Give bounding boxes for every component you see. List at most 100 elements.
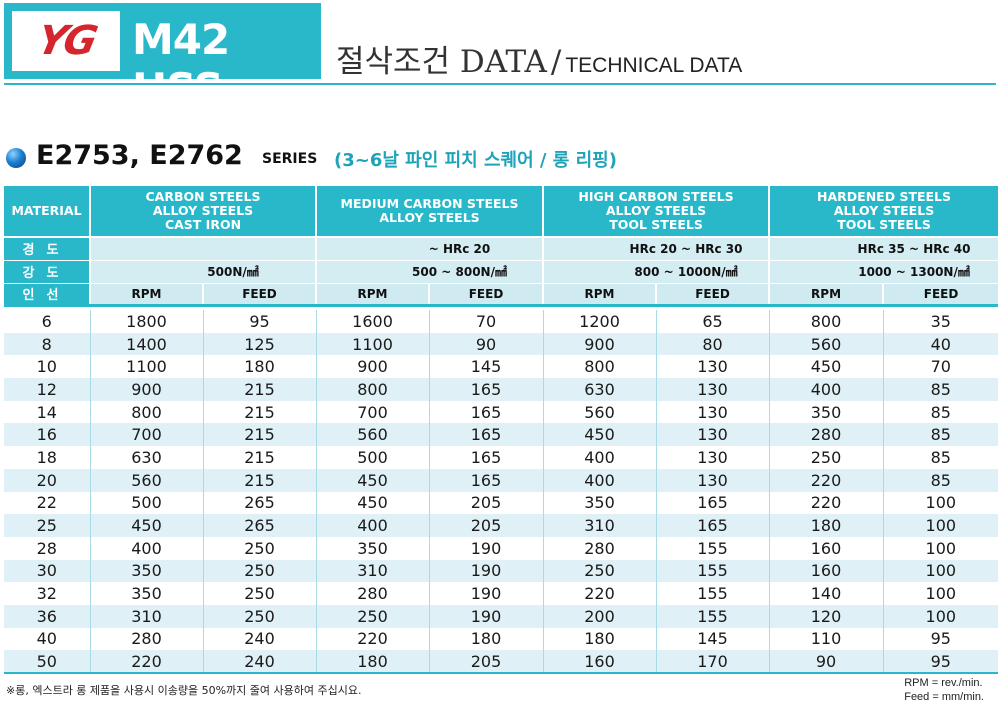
rpm-cell: 800 bbox=[316, 378, 430, 401]
group-line: CARBON STEELS bbox=[145, 189, 261, 204]
rpm-cell: 310 bbox=[90, 604, 204, 628]
feed-cell: 70 bbox=[429, 310, 544, 333]
rpm-cell: 450 bbox=[90, 514, 204, 537]
feed-cell: 100 bbox=[883, 604, 999, 628]
rpm-cell: 140 bbox=[769, 582, 884, 605]
size-cell: 20 bbox=[4, 468, 91, 492]
rpm-cell: 250 bbox=[316, 604, 430, 628]
rpm-cell: 220 bbox=[90, 650, 204, 674]
feed-cell: 130 bbox=[656, 468, 770, 492]
feed-cell: 145 bbox=[656, 627, 770, 651]
spacer-cell bbox=[4, 305, 999, 310]
group-line: ALLOY STEELS bbox=[379, 210, 480, 225]
feed-unit: Feed = mm/min. bbox=[904, 691, 984, 703]
strength-value: 1000 ~ 1300N/㎟ bbox=[769, 260, 999, 284]
table-row: 14 800 215 700 165 560 130 350 85 bbox=[4, 400, 999, 424]
table-row: 18 630 215 500 165 400 130 250 85 bbox=[4, 446, 999, 469]
table-row: 8 1400 125 1100 90 900 80 560 40 bbox=[4, 332, 999, 356]
rpm-cell: 900 bbox=[316, 355, 430, 379]
size-cell: 25 bbox=[4, 514, 91, 537]
rpm-cell: 450 bbox=[543, 423, 657, 447]
rpm-cell: 560 bbox=[769, 332, 884, 356]
group-header-carbon: CARBON STEELS ALLOY STEELS CAST IRON bbox=[90, 186, 318, 238]
footnote: ※롱, 엑스트라 롱 제품을 사용시 이송량을 50%까지 줄여 사용하여 주십… bbox=[6, 684, 362, 697]
rpm-cell: 450 bbox=[316, 491, 430, 515]
group-line: TOOL STEELS bbox=[609, 217, 703, 232]
size-cell: 6 bbox=[4, 310, 91, 333]
size-cell: 40 bbox=[4, 627, 91, 651]
size-cell: 22 bbox=[4, 491, 91, 515]
rpm-cell: 400 bbox=[543, 446, 657, 469]
cutting-data-table: MATERIAL CARBON STEELS ALLOY STEELS CAST… bbox=[4, 186, 999, 674]
rpm-cell: 350 bbox=[769, 400, 884, 424]
feed-header: FEED bbox=[429, 283, 545, 307]
feed-cell: 190 bbox=[429, 536, 544, 560]
feed-cell: 215 bbox=[203, 378, 317, 401]
series-description: (3~6날 파인 피치 스퀘어 / 롱 리핑) bbox=[334, 150, 617, 171]
page-subtitle: 절삭조건 DATA / TECHNICAL DATA bbox=[336, 36, 742, 81]
subtitle-separator: / bbox=[550, 44, 562, 80]
strength-row: 강도 500N/㎟ 500 ~ 800N/㎟ 800 ~ 1000N/㎟ 100… bbox=[4, 260, 999, 284]
rpm-header: RPM bbox=[769, 283, 885, 307]
feed-cell: 130 bbox=[656, 446, 770, 469]
rpm-cell: 250 bbox=[543, 559, 657, 583]
feed-cell: 165 bbox=[429, 400, 544, 424]
rpm-cell: 400 bbox=[769, 378, 884, 401]
table-row: 20 560 215 450 165 400 130 220 85 bbox=[4, 468, 999, 492]
size-cell: 32 bbox=[4, 582, 91, 605]
rpm-cell: 1400 bbox=[90, 332, 204, 356]
subtitle-korean: 절삭조건 DATA bbox=[336, 44, 547, 80]
feed-cell: 240 bbox=[203, 627, 317, 651]
table-row: 28 400 250 350 190 280 155 160 100 bbox=[4, 536, 999, 560]
feed-cell: 190 bbox=[429, 582, 544, 605]
rpm-cell: 350 bbox=[90, 559, 204, 583]
rpm-cell: 180 bbox=[769, 514, 884, 537]
rpm-cell: 310 bbox=[316, 559, 430, 583]
size-cell: 18 bbox=[4, 446, 91, 469]
feed-cell: 85 bbox=[883, 423, 999, 447]
size-cell: 10 bbox=[4, 355, 91, 379]
subtitle-english: TECHNICAL DATA bbox=[565, 54, 743, 77]
rpm-unit: RPM = rev./min. bbox=[904, 677, 983, 689]
feed-cell: 165 bbox=[656, 491, 770, 515]
rpm-cell: 700 bbox=[90, 423, 204, 447]
hardness-row: 경도 ~ HRc 20 HRc 20 ~ HRc 30 HRc 35 ~ HRc… bbox=[4, 237, 999, 261]
feed-cell: 265 bbox=[203, 491, 317, 515]
rpm-cell: 160 bbox=[769, 559, 884, 583]
feed-cell: 180 bbox=[203, 355, 317, 379]
feed-cell: 100 bbox=[883, 536, 999, 560]
group-header-high-carbon: HIGH CARBON STEELS ALLOY STEELS TOOL STE… bbox=[543, 186, 771, 238]
rpm-cell: 250 bbox=[769, 446, 884, 469]
feed-cell: 85 bbox=[883, 468, 999, 492]
feed-cell: 80 bbox=[656, 332, 770, 356]
group-line: ALLOY STEELS bbox=[833, 203, 935, 218]
feed-cell: 145 bbox=[429, 355, 544, 379]
rpm-cell: 400 bbox=[316, 514, 430, 537]
feed-cell: 155 bbox=[656, 582, 770, 605]
rpm-cell: 1100 bbox=[90, 355, 204, 379]
feed-cell: 65 bbox=[656, 310, 770, 333]
rpm-cell: 560 bbox=[543, 400, 657, 424]
feed-cell: 100 bbox=[883, 582, 999, 605]
rpm-cell: 110 bbox=[769, 627, 884, 651]
feed-cell: 165 bbox=[429, 423, 544, 447]
series-code: E2753, E2762 bbox=[36, 140, 243, 171]
group-line: ALLOY STEELS bbox=[605, 203, 707, 218]
brand-banner: YG M42 HSS bbox=[4, 3, 321, 113]
rpm-cell: 280 bbox=[316, 582, 430, 605]
feed-cell: 35 bbox=[883, 310, 999, 333]
data-body: 6 1800 95 1600 70 1200 65 800 35 8 1400 125 1100 90 90… bbox=[4, 310, 999, 674]
feed-cell: 240 bbox=[203, 650, 317, 674]
rpm-cell: 350 bbox=[543, 491, 657, 515]
rpm-header: RPM bbox=[316, 283, 431, 307]
strength-label: 강도 bbox=[4, 260, 91, 284]
group-header-hardened: HARDENED STEELS ALLOY STEELS TOOL STEELS bbox=[769, 186, 999, 238]
feed-cell: 130 bbox=[656, 400, 770, 424]
rpm-cell: 350 bbox=[316, 536, 430, 560]
feed-cell: 165 bbox=[429, 446, 544, 469]
table-row: 16 700 215 560 165 450 130 280 85 bbox=[4, 423, 999, 447]
table-row: 36 310 250 250 190 200 155 120 100 bbox=[4, 604, 999, 628]
rpm-cell: 310 bbox=[543, 514, 657, 537]
rpm-cell: 180 bbox=[543, 627, 657, 651]
feed-header: FEED bbox=[656, 283, 771, 307]
